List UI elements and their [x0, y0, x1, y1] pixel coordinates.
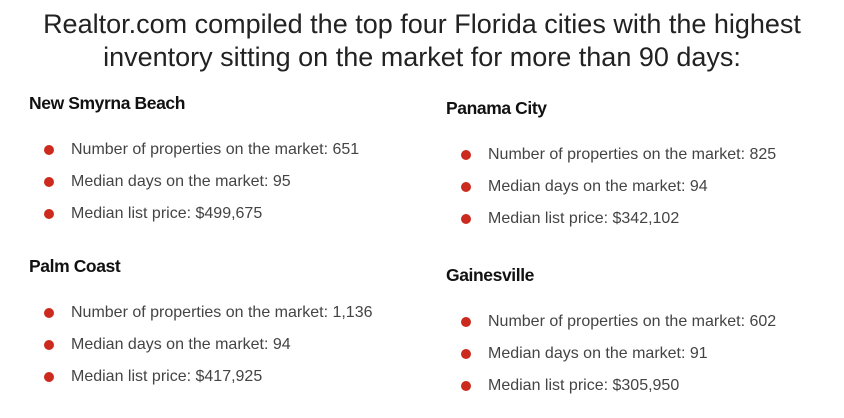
- headline-line-1: Realtor.com compiled the top four Florid…: [43, 9, 801, 39]
- stat-median-days: Median days on the market: 95: [29, 166, 359, 198]
- city-block-panama-city: Panama City Number of properties on the …: [446, 97, 776, 235]
- stats-list: Number of properties on the market: 602 …: [446, 306, 776, 402]
- stat-median-days: Median days on the market: 94: [29, 329, 373, 361]
- city-block-gainesville: Gainesville Number of properties on the …: [446, 264, 776, 402]
- city-block-palm-coast: Palm Coast Number of properties on the m…: [29, 255, 373, 393]
- stat-median-price: Median list price: $305,950: [446, 370, 776, 402]
- bullet-icon: [461, 150, 471, 160]
- stat-properties: Number of properties on the market: 651: [29, 134, 359, 166]
- stat-median-price: Median list price: $499,675: [29, 198, 359, 230]
- stat-text: Number of properties on the market: 1,13…: [71, 304, 373, 321]
- stats-list: Number of properties on the market: 1,13…: [29, 297, 373, 393]
- stat-text: Number of properties on the market: 602: [488, 313, 777, 330]
- bullet-icon: [44, 177, 54, 187]
- stats-list: Number of properties on the market: 651 …: [29, 134, 359, 230]
- stats-list: Number of properties on the market: 825 …: [446, 139, 776, 235]
- city-block-new-smyrna-beach: New Smyrna Beach Number of properties on…: [29, 92, 359, 230]
- city-name: New Smyrna Beach: [29, 93, 186, 113]
- stat-text: Median list price: $417,925: [71, 368, 263, 385]
- bullet-icon: [461, 349, 471, 359]
- bullet-icon: [44, 209, 54, 219]
- stat-properties: Number of properties on the market: 602: [446, 306, 776, 338]
- bullet-icon: [461, 214, 471, 224]
- bullet-icon: [44, 372, 54, 382]
- stat-median-price: Median list price: $417,925: [29, 361, 373, 393]
- stat-median-days: Median days on the market: 91: [446, 338, 776, 370]
- city-name: Gainesville: [446, 265, 535, 285]
- stat-properties: Number of properties on the market: 1,13…: [29, 297, 373, 329]
- bullet-icon: [44, 308, 54, 318]
- stat-text: Median list price: $342,102: [488, 210, 680, 227]
- bullet-icon: [44, 340, 54, 350]
- stat-text: Median list price: $499,675: [71, 205, 263, 222]
- bullet-icon: [461, 381, 471, 391]
- stat-properties: Number of properties on the market: 825: [446, 139, 776, 171]
- stat-text: Median days on the market: 91: [488, 345, 708, 362]
- stat-text: Number of properties on the market: 825: [488, 146, 777, 163]
- stat-text: Median days on the market: 94: [71, 336, 291, 353]
- city-name: Palm Coast: [29, 256, 121, 276]
- headline: Realtor.com compiled the top four Florid…: [0, 8, 844, 74]
- city-name: Panama City: [446, 98, 547, 118]
- stat-median-days: Median days on the market: 94: [446, 171, 776, 203]
- stat-text: Median list price: $305,950: [488, 377, 680, 394]
- headline-line-2: inventory sitting on the market for more…: [103, 42, 741, 72]
- bullet-icon: [461, 182, 471, 192]
- stat-median-price: Median list price: $342,102: [446, 203, 776, 235]
- stat-text: Median days on the market: 94: [488, 178, 708, 195]
- bullet-icon: [461, 317, 471, 327]
- bullet-icon: [44, 145, 54, 155]
- stat-text: Number of properties on the market: 651: [71, 141, 360, 158]
- stat-text: Median days on the market: 95: [71, 173, 291, 190]
